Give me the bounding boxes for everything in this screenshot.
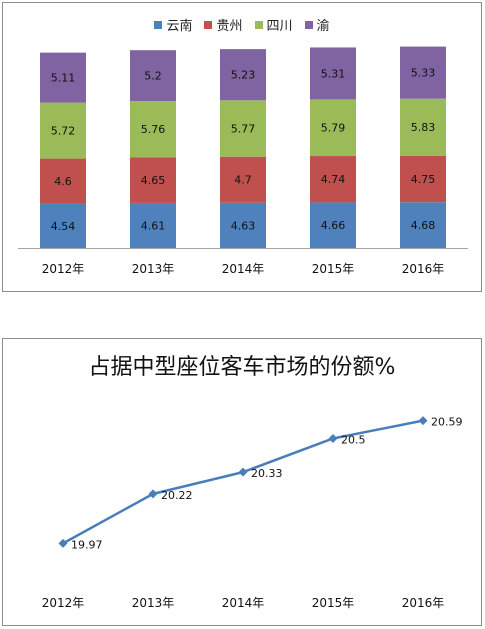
data-point-marker [418, 416, 428, 426]
data-label: 5.76 [141, 123, 166, 136]
legend-swatch [204, 20, 213, 29]
bar-segment [310, 202, 356, 248]
line-chart-title: 占据中型座位客车市场的份额% [88, 355, 396, 380]
bar-segment [220, 49, 266, 101]
x-tick-label: 2016年 [402, 596, 445, 610]
legend-label: 渝 [316, 19, 330, 34]
data-label: 4.66 [321, 219, 346, 232]
data-label: 4.74 [321, 173, 346, 186]
x-tick-label: 2013年 [132, 262, 175, 276]
data-point-marker [58, 538, 68, 548]
bar-segment [220, 156, 266, 203]
bar-segment [40, 52, 86, 103]
data-label: 5.11 [51, 72, 76, 85]
data-label: 4.61 [141, 219, 166, 232]
data-label: 20.22 [161, 489, 193, 502]
data-label: 4.6 [54, 175, 72, 188]
data-point-marker [148, 489, 158, 499]
legend-item: 渝 [304, 15, 330, 34]
data-label: 5.72 [51, 125, 76, 138]
data-label: 20.33 [251, 467, 283, 480]
stacked-bar-chart: 4.54 4.6 5.72 5.11 2012年 4.61 4.65 5.76 5.2 2013年… [18, 46, 468, 276]
x-tick-label: 2016年 [402, 262, 445, 276]
bar-segment [220, 202, 266, 248]
data-label: 4.68 [411, 219, 436, 232]
data-label: 20.5 [341, 433, 366, 446]
x-tick-label: 2014年 [222, 596, 265, 610]
x-tick-label: 2012年 [42, 596, 85, 610]
bar-segment [130, 157, 176, 203]
bar-segment [40, 158, 86, 204]
data-label: 5.77 [231, 123, 256, 136]
data-label: 5.31 [321, 67, 346, 80]
bar-segment [310, 47, 356, 100]
bar-segment [220, 100, 266, 157]
legend-label: 贵州 [216, 19, 243, 34]
data-label: 5.33 [411, 67, 436, 80]
data-label: 20.59 [431, 416, 463, 429]
series-line [62, 419, 424, 545]
bar-segment [130, 202, 176, 248]
x-tick-label: 2013年 [132, 596, 175, 610]
line-chart: 19.97 20.22 20.33 20.5 20.59 2012年 2013年 2014年 2… [42, 416, 463, 610]
data-label: 5.2 [144, 70, 162, 83]
x-tick-label: 2014年 [222, 262, 265, 276]
data-label: 19.97 [71, 538, 103, 551]
legend-swatch [254, 20, 263, 29]
line-chart-panel: 占据中型座位客车市场的份额% 19.97 20.22 20.33 20.5 20.59 2… [2, 338, 482, 626]
bar-segment [130, 101, 176, 158]
chart-legend: 云南 贵州 四川 渝 [3, 15, 481, 34]
legend-item: 贵州 [204, 15, 243, 34]
data-label: 4.63 [231, 219, 256, 232]
x-tick-label: 2012年 [42, 262, 85, 276]
x-tick-label: 2015年 [312, 596, 355, 610]
x-tick-label: 2015年 [312, 262, 355, 276]
bar-segment [400, 155, 446, 203]
legend-label: 云南 [166, 19, 193, 34]
data-label: 4.54 [51, 220, 76, 233]
bar-segment [40, 102, 86, 159]
data-label: 5.83 [411, 121, 436, 134]
data-point-marker [328, 433, 338, 443]
data-point-marker [238, 467, 248, 477]
bar-segment [400, 46, 446, 99]
data-label: 4.75 [411, 173, 436, 186]
bar-segment [40, 203, 86, 248]
legend-swatch [304, 20, 313, 29]
data-label: 4.7 [234, 174, 252, 187]
legend-item: 云南 [154, 15, 192, 34]
bar-segment [400, 98, 446, 156]
bar-segment [130, 50, 176, 102]
legend-swatch [154, 20, 163, 29]
bar-segment [310, 99, 356, 157]
legend-label: 四川 [266, 19, 293, 34]
bar-segment [310, 156, 356, 203]
stacked-bar-chart-panel: 云南 贵州 四川 渝 4.54 4.6 5.72 5.11 2012年 4.61 4.65 5.76… [2, 2, 482, 292]
data-label: 5.23 [231, 69, 256, 82]
data-label: 5.79 [321, 122, 346, 135]
bar-segment [400, 202, 446, 248]
legend-item: 四川 [254, 15, 293, 34]
data-label: 4.65 [141, 174, 166, 187]
